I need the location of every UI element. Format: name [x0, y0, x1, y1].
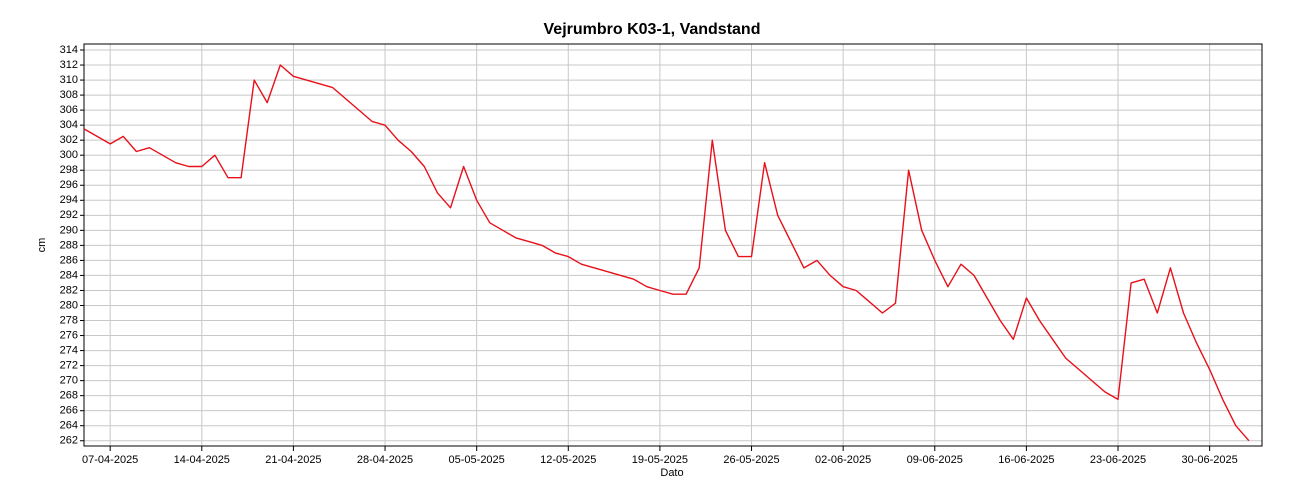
y-tick-label: 276: [60, 329, 78, 341]
y-tick-label: 286: [60, 254, 78, 266]
y-tick-label: 300: [60, 149, 78, 161]
x-axis-label: Dato: [660, 467, 683, 479]
y-tick-label: 308: [60, 89, 78, 101]
x-tick-label: 21-04-2025: [265, 454, 321, 466]
x-tick-label: 28-04-2025: [357, 454, 413, 466]
y-tick-label: 262: [60, 435, 78, 447]
x-tick-label: 09-06-2025: [907, 454, 963, 466]
y-tick-label: 290: [60, 224, 78, 236]
y-tick-label: 272: [60, 360, 78, 372]
x-tick-label: 02-06-2025: [815, 454, 871, 466]
x-tick-label: 19-05-2025: [632, 454, 688, 466]
y-axis-label: cm: [36, 238, 48, 253]
y-tick-label: 278: [60, 314, 78, 326]
plot-frame: [83, 43, 1263, 447]
x-tick-label: 07-04-2025: [82, 454, 138, 466]
x-tick-label: 14-04-2025: [174, 454, 230, 466]
y-tick-label: 274: [60, 344, 78, 356]
y-tick-label: 302: [60, 134, 78, 146]
y-tick-label: 270: [60, 375, 78, 387]
y-tick-label: 268: [60, 390, 78, 402]
x-tick-label: 30-06-2025: [1182, 454, 1238, 466]
x-tick-label: 16-06-2025: [998, 454, 1054, 466]
y-tick-label: 296: [60, 179, 78, 191]
x-tick-label: 26-05-2025: [723, 454, 779, 466]
y-tick-label: 264: [60, 420, 78, 432]
y-tick-label: 312: [60, 59, 78, 71]
y-tick-label: 304: [60, 119, 78, 131]
y-tick-label: 292: [60, 209, 78, 221]
chart-title: Vejrumbro K03-1, Vandstand: [544, 21, 761, 38]
y-tick-label: 310: [60, 74, 78, 86]
y-tick-label: 284: [60, 269, 78, 281]
y-tick-label: 266: [60, 405, 78, 417]
x-tick-label: 12-05-2025: [540, 454, 596, 466]
y-tick-label: 282: [60, 284, 78, 296]
y-tick-label: 306: [60, 104, 78, 116]
y-tick-label: 280: [60, 299, 78, 311]
y-tick-label: 298: [60, 164, 78, 176]
x-tick-label: 23-06-2025: [1090, 454, 1146, 466]
x-tick-label: 05-05-2025: [449, 454, 505, 466]
y-tick-label: 294: [60, 194, 78, 206]
y-tick-label: 314: [60, 44, 78, 56]
data-line: [83, 64, 1250, 442]
y-tick-label: 288: [60, 239, 78, 251]
